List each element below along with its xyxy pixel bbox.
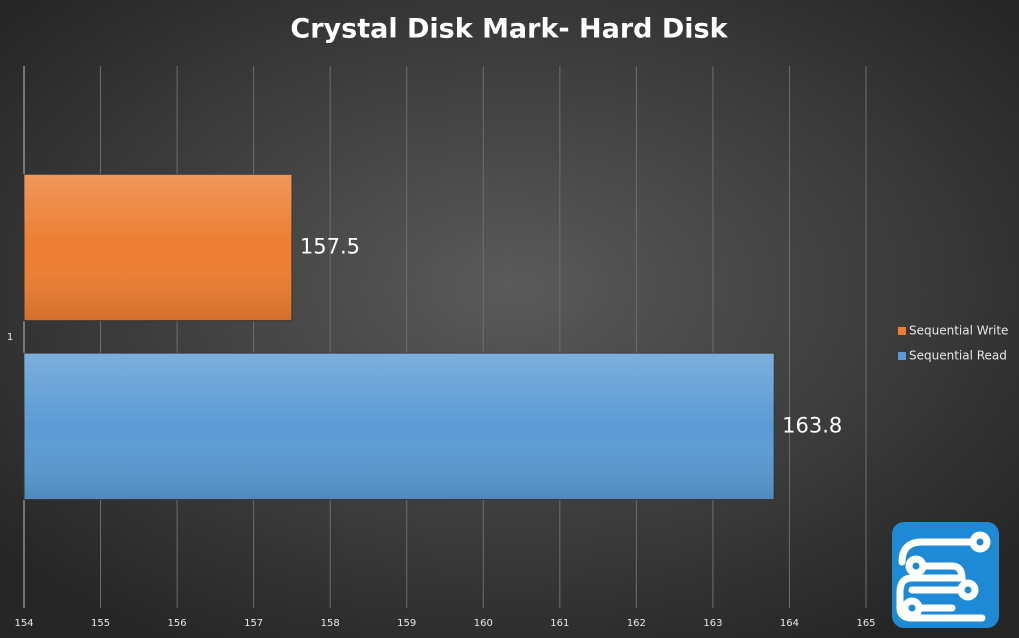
legend-swatch (898, 352, 906, 360)
x-tick-label: 160 (474, 618, 493, 629)
x-tick-label: 155 (91, 618, 110, 629)
x-tick-label: 154 (14, 618, 33, 629)
logo (892, 522, 999, 628)
x-tick-label: 161 (550, 618, 569, 629)
x-tick-label: 159 (397, 618, 416, 629)
legend-swatch (898, 327, 906, 335)
x-tick-label: 163 (703, 618, 722, 629)
data-label: 157.5 (300, 235, 360, 259)
plot-area: 154 155 156 157 158 159 160 161 162 163 164 165 1 157… (7, 66, 876, 629)
x-tick-label: 156 (168, 618, 187, 629)
bar-sheen (24, 353, 775, 500)
legend-label: Sequential Write (909, 324, 1008, 338)
x-tick-label: 158 (321, 618, 340, 629)
x-tick-label: 162 (627, 618, 646, 629)
x-tick-label: 157 (244, 618, 263, 629)
legend-label: Sequential Read (909, 349, 1007, 363)
bar-sheen (24, 174, 292, 321)
y-tick-label: 1 (7, 332, 13, 343)
chart-title: Crystal Disk Mark- Hard Disk (290, 14, 728, 45)
x-tick-label: 165 (856, 618, 875, 629)
x-tick-label: 164 (780, 618, 799, 629)
data-label: 163.8 (782, 413, 842, 437)
